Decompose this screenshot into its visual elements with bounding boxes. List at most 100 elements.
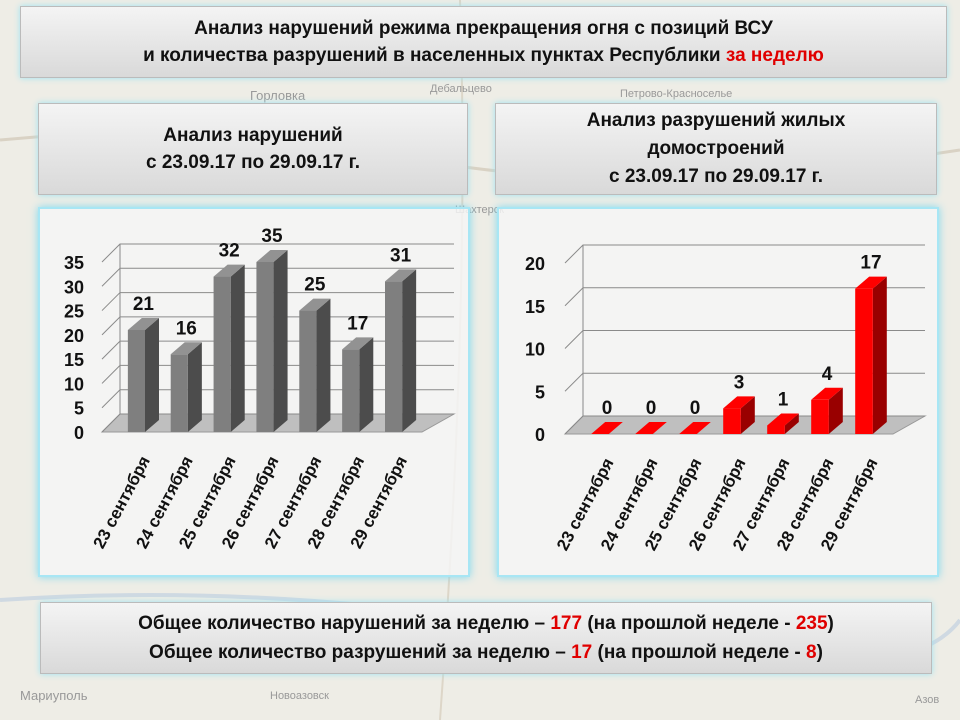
bar: [855, 276, 887, 434]
bar: [299, 298, 331, 432]
grid-line: [101, 243, 454, 263]
bar-top: [170, 342, 202, 355]
grid-line: [564, 372, 925, 392]
bar-top: [342, 337, 374, 350]
header-text: и количества разрушений в населенных пун…: [143, 45, 726, 66]
grid-line: [101, 340, 454, 360]
bar-front: [767, 425, 785, 434]
bar-side: [145, 318, 159, 432]
map-label: Дебальцево: [430, 83, 492, 95]
header-line: Анализ нарушений режима прекращения огня…: [194, 18, 773, 39]
bar: [767, 413, 799, 434]
bar-front: [811, 399, 829, 434]
bar-side: [187, 342, 202, 432]
grid-line: [101, 316, 454, 336]
bar-top: [811, 387, 843, 400]
chart-title: домостроений: [647, 138, 785, 159]
y-tick-label: 30: [64, 277, 84, 297]
bar-side: [872, 276, 887, 434]
bar-front: [723, 408, 741, 434]
bar-top: [127, 318, 159, 330]
grid-line: [101, 292, 454, 311]
bar-side: [359, 337, 374, 432]
y-tick-label: 15: [64, 350, 84, 370]
chart-title: Анализ нарушений: [163, 125, 343, 146]
bar-front: [170, 354, 188, 432]
header-highlight: за неделю: [725, 45, 824, 66]
y-tick-label: 20: [64, 326, 84, 346]
value-label: 21: [133, 294, 155, 315]
bar-top: [213, 264, 245, 277]
y-tick-label: 5: [535, 382, 545, 402]
value-label: 4: [822, 364, 833, 385]
chart-title-box: Анализ разрушений жилых домостроений с 2…: [495, 103, 937, 195]
value-label: 16: [176, 318, 197, 339]
bar-front: [342, 349, 360, 432]
value-label: 31: [390, 245, 412, 266]
y-tick-label: 5: [74, 399, 84, 419]
map-label: Азов: [915, 694, 940, 706]
bar: [170, 342, 202, 432]
bar-side: [402, 269, 417, 432]
bar-side: [784, 413, 799, 434]
bar-front: [385, 281, 403, 432]
bar-top: [385, 269, 417, 282]
bar-side: [316, 298, 331, 432]
y-tick-label: 15: [525, 297, 545, 317]
footer-number: 177: [550, 613, 583, 634]
bar: [385, 269, 417, 432]
footer-text: Общее количество разрушений за неделю –: [149, 642, 572, 663]
footer-line: Общее количество нарушений за неделю – 1…: [41, 609, 931, 638]
bar: [342, 337, 374, 432]
footer-text: (на прошлой неделе -: [592, 642, 807, 663]
y-tick-label: 0: [74, 423, 84, 443]
bar-side: [273, 250, 288, 432]
header: Анализ нарушений режима прекращения огня…: [20, 6, 947, 78]
chart-title: с 23.09.17 по 29.09.17 г.: [146, 152, 360, 173]
footer-number: 8: [806, 642, 817, 663]
bar: [723, 396, 755, 434]
bar-top: [591, 422, 623, 434]
footer-number: 17: [571, 642, 593, 663]
y-tick-label: 10: [64, 374, 84, 394]
bar-front: [299, 310, 317, 432]
bar-side: [828, 387, 843, 434]
footer-number: 235: [795, 613, 828, 634]
header-line: и количества разрушений в населенных пун…: [21, 42, 946, 69]
y-tick-label: 10: [525, 340, 545, 360]
chart-title-box: Анализ нарушений с 23.09.17 по 29.09.17 …: [38, 103, 468, 195]
bar: [256, 250, 288, 432]
value-label: 17: [347, 313, 368, 334]
value-label: 0: [690, 398, 701, 419]
bar-top: [299, 298, 331, 311]
value-label: 25: [304, 275, 326, 296]
grid-line: [564, 244, 925, 264]
footer-text: ): [816, 642, 823, 663]
grid-line: [564, 415, 925, 435]
grid-line: [101, 267, 454, 287]
footer: Общее количество нарушений за неделю – 1…: [40, 602, 932, 674]
bar-side: [740, 396, 755, 434]
value-label: 3: [734, 372, 745, 393]
map-label: Петрово-Красноселье: [620, 88, 733, 100]
bar-top: [855, 276, 887, 289]
value-label: 0: [646, 398, 657, 419]
bar-side: [230, 264, 245, 432]
bar-top: [679, 422, 711, 434]
y-tick-label: 25: [64, 302, 84, 322]
y-tick-label: 20: [525, 254, 545, 274]
chart-title: с 23.09.17 по 29.09.17 г.: [609, 166, 823, 187]
value-label: 32: [219, 241, 240, 262]
footer-line: Общее количество разрушений за неделю – …: [41, 638, 931, 667]
map-label: Новоазовск: [270, 690, 329, 702]
bar-front: [256, 262, 274, 432]
bar-front: [213, 276, 231, 432]
bar: [679, 422, 711, 435]
bar: [213, 264, 245, 432]
bar-top: [256, 250, 288, 262]
y-tick-label: 35: [64, 253, 84, 273]
footer-text: ): [827, 613, 834, 634]
bar: [635, 422, 667, 435]
